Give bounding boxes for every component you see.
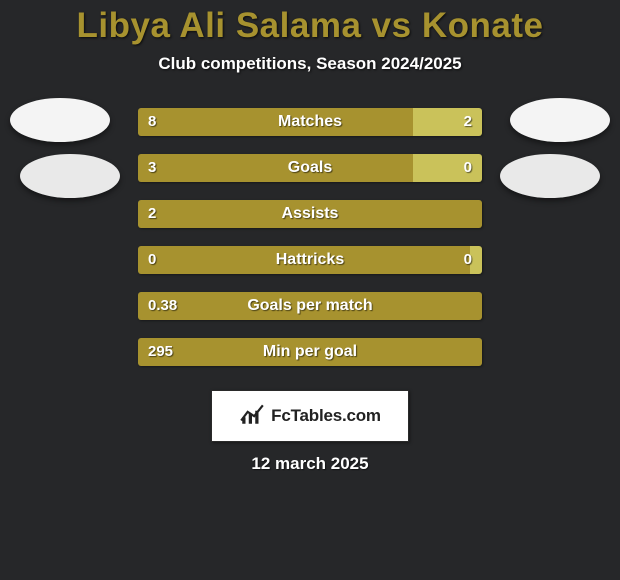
stat-row: Assists2	[138, 200, 482, 228]
stat-value-left: 8	[148, 108, 156, 136]
stat-bar-left	[138, 292, 482, 320]
player-left-avatar	[10, 98, 110, 142]
stat-value-right: 0	[464, 154, 472, 182]
logo-text: FcTables.com	[271, 406, 381, 426]
stat-value-right: 0	[464, 246, 472, 274]
comparison-area: Matches82Goals30Assists2Hattricks00Goals…	[0, 108, 620, 398]
fctables-logo-badge[interactable]: FcTables.com	[211, 390, 409, 442]
stat-bar-left	[138, 338, 482, 366]
player-right-club-avatar	[500, 154, 600, 198]
stat-bar-left	[138, 246, 470, 274]
title-vs: vs	[361, 6, 421, 45]
page-title: Libya Ali Salama vs Konate	[0, 0, 620, 46]
stat-value-left: 0	[148, 246, 156, 274]
stat-value-left: 0.38	[148, 292, 177, 320]
stat-bar-left	[138, 108, 413, 136]
stat-value-left: 3	[148, 154, 156, 182]
stat-row: Matches82	[138, 108, 482, 136]
title-player-left: Libya Ali Salama	[77, 6, 362, 45]
stat-row: Hattricks00	[138, 246, 482, 274]
stat-value-right: 2	[464, 108, 472, 136]
stat-value-left: 295	[148, 338, 173, 366]
generated-date: 12 march 2025	[0, 454, 620, 474]
stat-row: Goals per match0.38	[138, 292, 482, 320]
stat-value-left: 2	[148, 200, 156, 228]
stat-bar-left	[138, 154, 413, 182]
page-subtitle: Club competitions, Season 2024/2025	[0, 54, 620, 74]
bar-chart-icon	[239, 401, 265, 432]
stat-row: Min per goal295	[138, 338, 482, 366]
stat-row: Goals30	[138, 154, 482, 182]
bars-column: Matches82Goals30Assists2Hattricks00Goals…	[138, 108, 482, 384]
stat-bar-left	[138, 200, 482, 228]
title-player-right: Konate	[422, 6, 544, 45]
player-right-avatar	[510, 98, 610, 142]
player-left-club-avatar	[20, 154, 120, 198]
